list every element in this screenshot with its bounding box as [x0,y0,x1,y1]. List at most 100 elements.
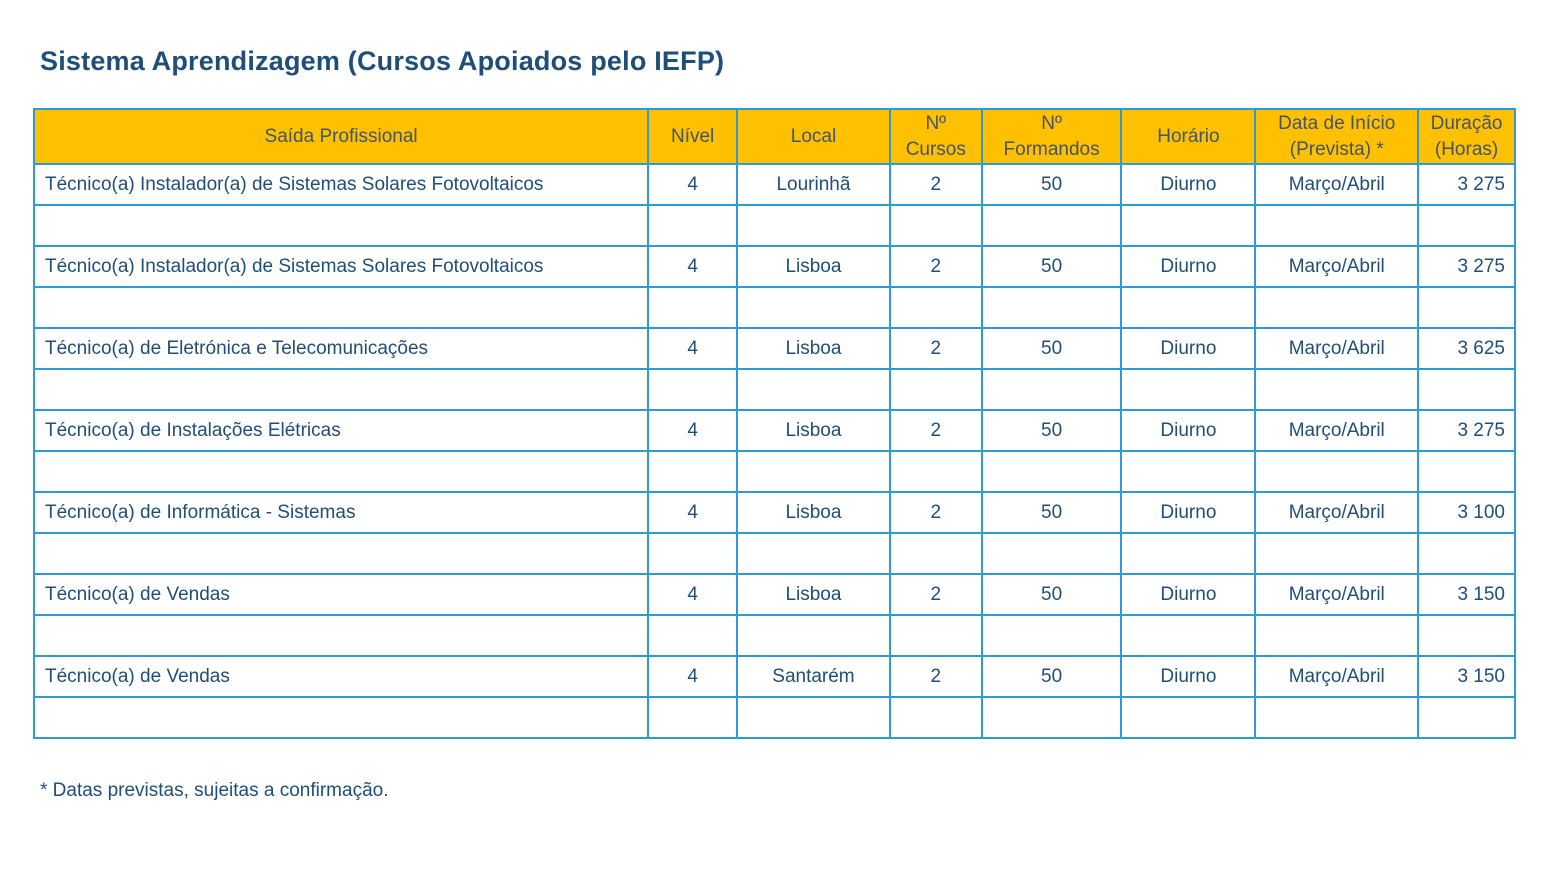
empty-cell [1417,204,1516,247]
spacer-row [32,532,1516,575]
cell-inicio: Março/Abril [1254,245,1420,288]
cell-duracao: 3 100 [1417,491,1516,534]
empty-cell [1417,368,1516,411]
cell-saida: Técnico(a) de Informática - Sistemas [32,491,650,534]
cell-duracao: 3 150 [1417,573,1516,616]
cell-duracao: 3 625 [1417,327,1516,370]
cell-saida: Técnico(a) de Vendas [32,573,650,616]
cell-cursos: 2 [888,409,983,452]
cell-nivel: 4 [647,409,739,452]
empty-cell [32,450,650,493]
empty-cell [1254,614,1420,657]
cell-nivel: 4 [647,655,739,698]
cell-local: Lisboa [736,573,891,616]
empty-cell [1254,286,1420,329]
spacer-row [32,286,1516,329]
empty-cell [647,532,739,575]
empty-cell [736,368,891,411]
cell-saida: Técnico(a) Instalador(a) de Sistemas Sol… [32,245,650,288]
empty-cell [32,204,650,247]
cell-nivel: 4 [647,245,739,288]
empty-cell [647,286,739,329]
cell-nivel: 4 [647,573,739,616]
cell-local: Santarém [736,655,891,698]
cell-horario: Diurno [1120,327,1257,370]
cell-cursos: 2 [888,573,983,616]
cell-formandos: 50 [980,573,1123,616]
cell-duracao: 3 275 [1417,409,1516,452]
empty-cell [1254,450,1420,493]
empty-cell [647,368,739,411]
column-header-formandos: Nº Formandos [980,108,1123,165]
table-row: Técnico(a) de Eletrónica e Telecomunicaç… [32,327,1516,370]
empty-cell [736,450,891,493]
cell-cursos: 2 [888,245,983,288]
cell-local: Lisboa [736,327,891,370]
cell-horario: Diurno [1120,245,1257,288]
empty-cell [1254,696,1420,739]
column-header-cursos: Nº Cursos [888,108,983,165]
empty-cell [1120,368,1257,411]
empty-cell [888,368,983,411]
empty-cell [1120,450,1257,493]
cell-cursos: 2 [888,655,983,698]
empty-cell [1417,286,1516,329]
column-header-local: Local [736,108,891,165]
empty-cell [888,286,983,329]
cell-inicio: Março/Abril [1254,327,1420,370]
table-body: Técnico(a) Instalador(a) de Sistemas Sol… [32,163,1516,739]
cell-nivel: 4 [647,327,739,370]
empty-cell [647,450,739,493]
empty-cell [647,614,739,657]
empty-cell [888,696,983,739]
empty-cell [980,204,1123,247]
cell-duracao: 3 150 [1417,655,1516,698]
empty-cell [1417,450,1516,493]
empty-cell [1120,532,1257,575]
empty-cell [647,204,739,247]
column-header-saida: Saída Profissional [32,108,650,165]
table-header-row: Saída Profissional Nível Local Nº Cursos Nº … [32,108,1516,165]
empty-cell [980,286,1123,329]
spacer-row [32,368,1516,411]
empty-cell [980,532,1123,575]
empty-cell [1254,204,1420,247]
empty-cell [32,368,650,411]
cell-formandos: 50 [980,491,1123,534]
cell-formandos: 50 [980,327,1123,370]
page-title: Sistema Aprendizagem (Cursos Apoiados pe… [40,46,725,77]
empty-cell [647,696,739,739]
cell-saida: Técnico(a) de Instalações Elétricas [32,409,650,452]
cell-cursos: 2 [888,327,983,370]
empty-cell [736,286,891,329]
empty-cell [736,696,891,739]
empty-cell [1254,532,1420,575]
empty-cell [736,204,891,247]
empty-cell [1417,696,1516,739]
cell-formandos: 50 [980,245,1123,288]
empty-cell [736,614,891,657]
column-header-duracao: Duração (Horas) [1417,108,1516,165]
empty-cell [736,532,891,575]
empty-cell [888,614,983,657]
cell-duracao: 3 275 [1417,245,1516,288]
spacer-row [32,614,1516,657]
empty-cell [888,532,983,575]
empty-cell [980,696,1123,739]
cell-inicio: Março/Abril [1254,655,1420,698]
cell-formandos: 50 [980,655,1123,698]
empty-cell [980,368,1123,411]
cell-nivel: 4 [647,491,739,534]
cell-inicio: Março/Abril [1254,573,1420,616]
cell-horario: Diurno [1120,163,1257,206]
empty-cell [980,450,1123,493]
cell-cursos: 2 [888,491,983,534]
empty-cell [888,450,983,493]
table-row: Técnico(a) de Instalações Elétricas 4 Lisb… [32,409,1516,452]
cell-local: Lisboa [736,245,891,288]
cell-cursos: 2 [888,163,983,206]
cell-horario: Diurno [1120,491,1257,534]
cell-horario: Diurno [1120,573,1257,616]
column-header-nivel: Nível [647,108,739,165]
